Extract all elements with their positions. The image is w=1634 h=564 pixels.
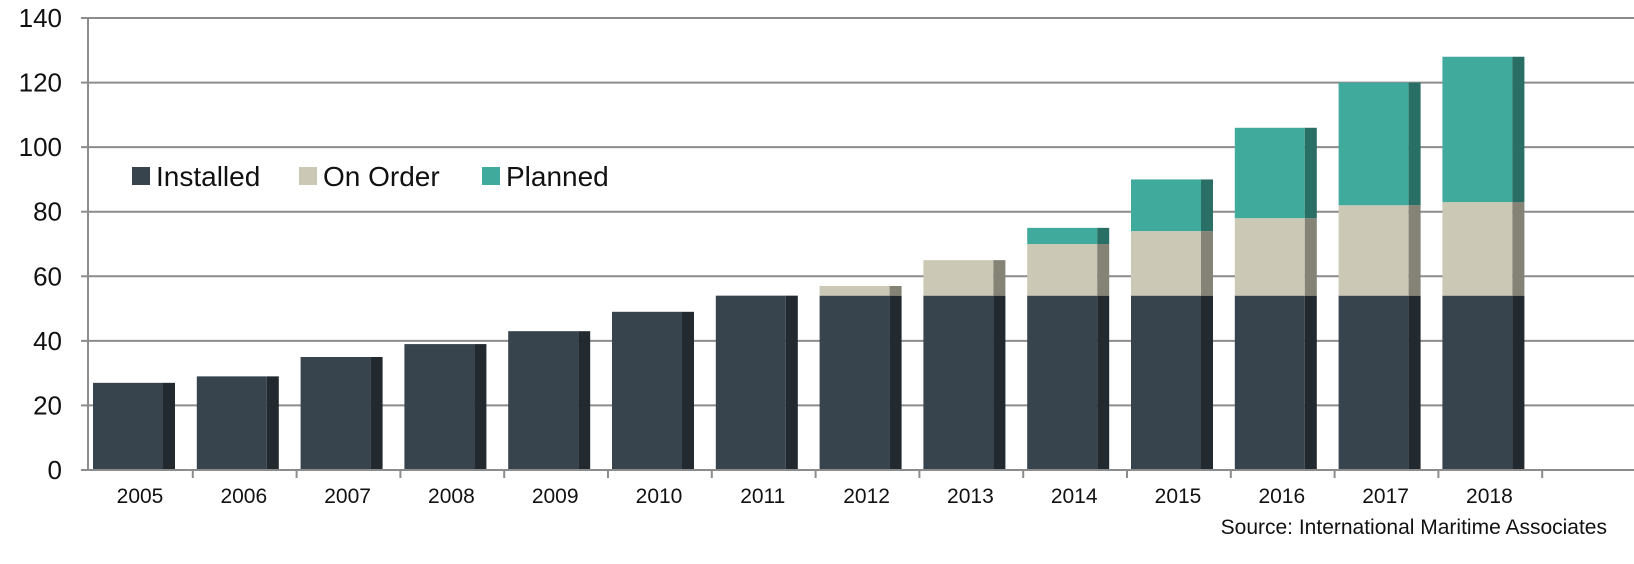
bar-side-planned-2016 [1304,127,1317,219]
bar-side-installed-2015 [1201,295,1213,470]
x-tick-label: 2011 [740,485,785,508]
source-note: Source: International Maritime Associate… [1221,516,1607,539]
bar-side-on-order-2016 [1304,218,1317,296]
x-tick-label: 2012 [843,485,890,508]
x-tick-label: 2008 [428,485,475,508]
bar-side-planned-2018 [1512,56,1525,203]
bar-installed-2007 [300,357,371,470]
y-tick-label: 80 [33,197,62,227]
bar-planned-2018 [1442,56,1513,203]
x-tick-label: 2014 [1051,485,1098,508]
bar-on-order-2015 [1131,231,1201,296]
x-tick-label: 2010 [636,485,683,508]
bar-planned-2017 [1338,82,1409,206]
y-tick-label: 120 [19,68,62,98]
bar-side-installed-2017 [1408,295,1421,470]
x-tick-label: 2006 [220,485,267,508]
bar-side-planned-2014 [1097,227,1110,244]
legend-swatch-installed [132,167,150,185]
bar-installed-2014 [1027,295,1098,470]
y-tick-label: 100 [19,132,62,162]
bar-installed-2018 [1442,295,1513,470]
bar-installed-2005 [93,382,163,470]
bar-installed-2011 [715,295,786,470]
x-tick-label: 2009 [532,485,579,508]
axes: 0 20 40 60 80 100 120 140 2005 2006 2007 2008 2009 20… [19,3,1634,508]
y-tick-label: 60 [33,261,62,291]
bar-on-order-2017 [1338,205,1409,296]
bar-side-installed-2007 [370,357,383,470]
y-tick-label: 20 [33,390,62,420]
bar-planned-2015 [1131,179,1201,232]
bar-side-installed-2014 [1097,295,1110,470]
bar-side-on-order-2015 [1201,231,1213,296]
legend-label-on-order: On Order [323,161,440,192]
bar-installed-2009 [508,331,579,470]
x-tick-label: 2018 [1466,485,1513,508]
bar-planned-2016 [1234,127,1305,219]
bar-on-order-2014 [1027,244,1098,296]
bar-installed-2012 [819,295,890,470]
gridlines [88,17,1634,407]
bar-side-planned-2017 [1408,82,1421,206]
x-tick-label: 2016 [1258,485,1305,508]
bar-on-order-2018 [1442,202,1513,296]
x-tick-label: 2015 [1155,485,1202,508]
bar-on-order-2016 [1234,218,1305,296]
legend-swatch-planned [482,167,500,185]
bar-side-on-order-2013 [993,260,1006,296]
x-tick-label: 2013 [947,485,994,508]
x-tick-label: 2007 [324,485,371,508]
bar-side-installed-2006 [266,376,279,470]
bar-side-installed-2016 [1304,295,1317,470]
x-tick-label: 2005 [117,485,164,508]
x-tick-label: 2017 [1362,485,1409,508]
bar-side-installed-2011 [785,295,798,470]
legend: Installed On Order Planned [132,161,609,192]
bar-side-on-order-2017 [1408,205,1421,296]
bar-side-installed-2008 [474,344,487,470]
bar-installed-2006 [196,376,267,470]
bar-side-installed-2010 [682,311,694,470]
bar-side-on-order-2012 [889,285,902,296]
bar-side-installed-2018 [1512,295,1525,470]
bar-on-order-2013 [923,260,994,296]
bar-installed-2016 [1234,295,1305,470]
bar-planned-2014 [1027,227,1098,244]
bar-side-installed-2005 [163,382,175,470]
bar-side-planned-2015 [1201,179,1213,232]
bar-side-installed-2012 [889,295,902,470]
legend-label-installed: Installed [156,161,260,192]
bar-installed-2015 [1131,295,1201,470]
y-tick-label: 140 [19,3,62,33]
bar-installed-2010 [612,311,682,470]
y-tick-label: 0 [48,455,62,485]
bar-installed-2008 [404,344,475,470]
bar-installed-2013 [923,295,994,470]
bar-side-installed-2013 [993,295,1006,470]
y-tick-label: 40 [33,326,62,356]
legend-swatch-on-order [299,167,317,185]
bar-on-order-2012 [819,285,890,296]
bar-side-on-order-2018 [1512,202,1525,296]
bars [93,56,1525,470]
legend-label-planned: Planned [506,161,609,192]
bar-installed-2017 [1338,295,1409,470]
bar-side-installed-2009 [578,331,591,470]
bar-side-on-order-2014 [1097,244,1110,296]
